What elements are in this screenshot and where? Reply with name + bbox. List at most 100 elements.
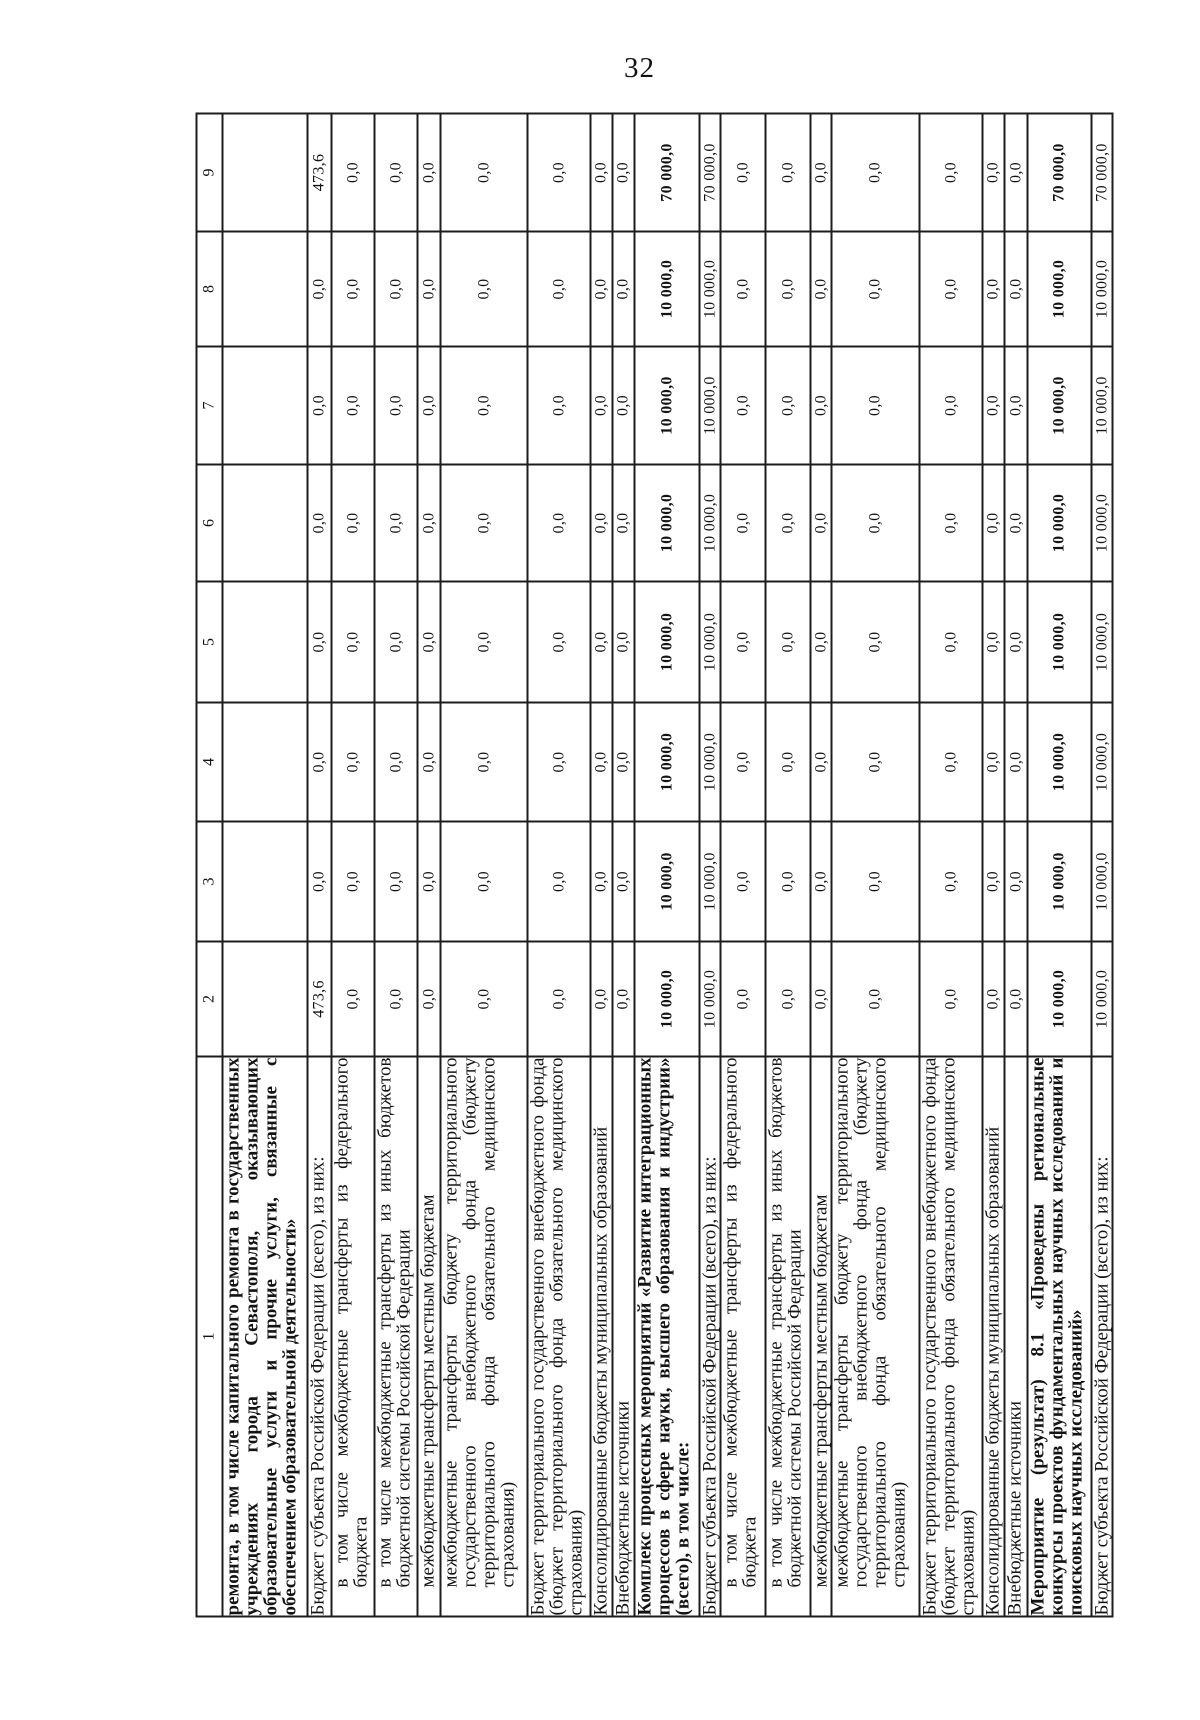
table-row: в том числе межбюджетные трансферты из и… [765,113,811,1617]
value-cell: 0,0 [417,346,441,465]
value-cell: 0,0 [612,941,635,1057]
value-cell: 10 000,0 [1091,821,1113,942]
value-cell: 0,0 [1004,464,1028,582]
value-cell: 0,0 [982,821,1005,942]
value-cell: 0,0 [720,113,766,232]
row-label-cell: ремонта, в том числе капитального ремонт… [222,1056,308,1617]
value-cell: 0,0 [440,346,528,465]
row-label-cell: Внебюджетные источники [1004,1056,1028,1617]
value-cell: 0,0 [331,346,375,465]
value-cell: 0,0 [612,113,635,232]
value-cell: 0,0 [527,231,591,347]
value-cell: 0,0 [831,464,920,582]
value-cell: 0,0 [612,821,635,942]
value-cell: 0,0 [307,464,332,582]
value-cell: 0,0 [590,941,613,1057]
value-cell: 10 000,0 [1027,346,1092,465]
column-number-cell: 6 [196,464,223,582]
table-row: Бюджет субъекта Российской Федерации (вс… [699,113,721,1617]
value-cell: 0,0 [527,113,591,232]
table-row: Внебюджетные источники 0,0 0,0 0,0 0,0 0,0 0,0… [1004,113,1028,1617]
value-cell: 0,0 [374,464,418,582]
value-cell: 0,0 [331,464,375,582]
column-number-cell: 4 [196,702,223,822]
value-cell: 0,0 [307,581,332,703]
table-row: ремонта, в том числе капитального ремонт… [222,113,308,1617]
value-cell: 0,0 [720,581,766,703]
table-row: Внебюджетные источники 0,0 0,0 0,0 0,0 0,0 0,0… [612,113,635,1617]
value-cell: 0,0 [1004,231,1028,347]
value-cell [222,702,308,822]
value-cell: 0,0 [982,464,1005,582]
value-cell: 0,0 [982,113,1005,232]
value-cell: 0,0 [374,231,418,347]
value-cell: 0,0 [1004,941,1028,1057]
value-cell: 0,0 [590,821,613,942]
value-cell: 0,0 [810,464,832,582]
column-number-cell: 8 [196,231,223,347]
value-cell: 0,0 [982,231,1005,347]
value-cell: 70 000,0 [1027,113,1092,232]
table-row: Комплекс процессных мероприятий «Развити… [634,113,700,1617]
value-cell: 10 000,0 [699,346,721,465]
value-cell: 0,0 [831,581,920,703]
value-cell: 10 000,0 [1091,464,1113,582]
value-cell: 10 000,0 [634,941,700,1057]
value-cell: 0,0 [417,941,441,1057]
column-number-cell: 1 [196,1056,223,1617]
value-cell: 0,0 [417,231,441,347]
value-cell: 0,0 [919,702,983,822]
value-cell: 0,0 [919,464,983,582]
value-cell: 10 000,0 [1027,941,1092,1057]
value-cell: 0,0 [307,702,332,822]
row-label-cell: Комплекс процессных мероприятий «Развити… [634,1056,700,1617]
column-number-cell: 9 [196,113,223,232]
row-label-cell: Бюджет территориального государственного… [527,1056,591,1617]
value-cell: 0,0 [374,581,418,703]
table-row: в том числе межбюджетные трансферты из и… [374,113,418,1617]
row-label-cell: в том числе межбюджетные трансферты из и… [765,1056,811,1617]
value-cell: 10 000,0 [1027,702,1092,822]
value-cell: 0,0 [374,346,418,465]
value-cell: 0,0 [590,581,613,703]
value-cell: 10 000,0 [699,941,721,1057]
value-cell: 70 000,0 [634,113,700,232]
value-cell: 0,0 [527,581,591,703]
value-cell: 10 000,0 [634,702,700,822]
value-cell: 10 000,0 [1027,821,1092,942]
value-cell: 10 000,0 [699,581,721,703]
value-cell: 0,0 [417,821,441,942]
rotated-table-container: 1 2 3 4 5 6 7 8 9 ремонта, в том числе капитально… [195,112,1114,1618]
value-cell: 0,0 [1004,821,1028,942]
value-cell: 0,0 [810,113,832,232]
value-cell: 0,0 [982,941,1005,1057]
value-cell: 0,0 [612,702,635,822]
value-cell: 10 000,0 [699,231,721,347]
value-cell: 0,0 [440,821,528,942]
value-cell: 10 000,0 [634,581,700,703]
value-cell: 0,0 [765,231,811,347]
value-cell: 0,0 [765,581,811,703]
value-cell: 0,0 [720,464,766,582]
value-cell: 0,0 [1004,702,1028,822]
value-cell: 10 000,0 [634,231,700,347]
row-label-cell: в том числе межбюджетные трансферты из ф… [331,1056,375,1617]
value-cell: 10 000,0 [1027,581,1092,703]
table-row: в том числе межбюджетные трансферты из ф… [331,113,375,1617]
value-cell: 0,0 [831,702,920,822]
value-cell: 10 000,0 [699,821,721,942]
value-cell: 0,0 [919,113,983,232]
budget-table: 1 2 3 4 5 6 7 8 9 ремонта, в том числе капитально… [195,112,1114,1618]
value-cell: 0,0 [590,231,613,347]
value-cell: 473,6 [307,941,332,1057]
value-cell: 0,0 [440,581,528,703]
value-cell: 10 000,0 [634,346,700,465]
value-cell: 0,0 [765,113,811,232]
row-label-cell: в том числе межбюджетные трансферты из и… [374,1056,418,1617]
value-cell: 10 000,0 [1091,346,1113,465]
table-row: межбюджетные трансферты местным бюджетам… [417,113,441,1617]
value-cell [222,346,308,465]
value-cell: 0,0 [810,821,832,942]
value-cell: 0,0 [919,581,983,703]
